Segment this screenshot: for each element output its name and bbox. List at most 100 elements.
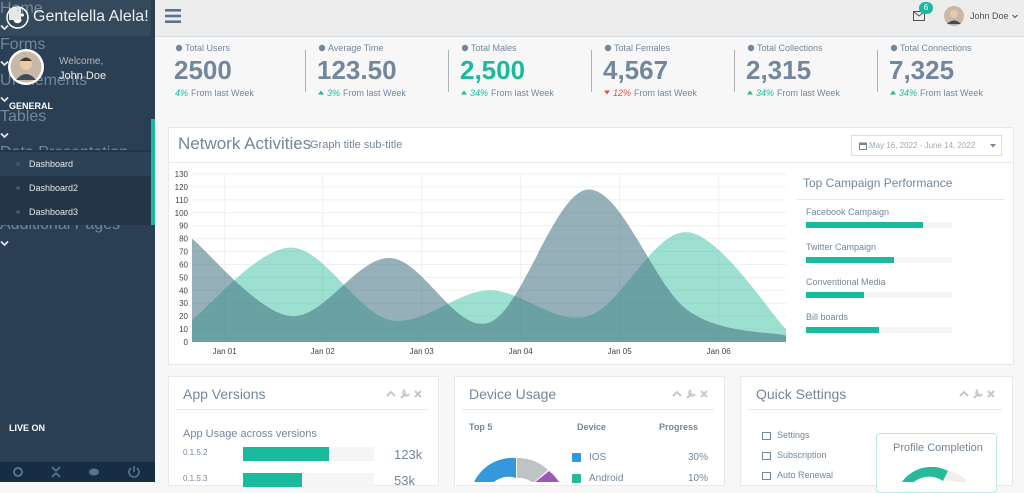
- campaign-title: Top Campaign Performance: [803, 176, 953, 190]
- divider: [462, 409, 714, 410]
- x-tick-label: Jan 05: [608, 347, 633, 356]
- collapse-icon[interactable]: [959, 390, 969, 397]
- tile-note: From last Week: [191, 88, 254, 98]
- logout-icon[interactable]: [128, 466, 140, 478]
- settings-icon[interactable]: [686, 389, 696, 399]
- device-swatch: [572, 474, 581, 483]
- tile-label: Total Connections: [900, 43, 972, 53]
- tile-value: 4,567: [603, 55, 669, 85]
- tile-change: 3%: [327, 88, 341, 98]
- tile-separator: [591, 50, 592, 92]
- panel-tools: [672, 389, 708, 399]
- panel-title: App Versions: [183, 386, 266, 402]
- profile-avatar: [8, 49, 44, 85]
- panel-title: Quick Settings: [756, 386, 847, 402]
- tile-label: Total Users: [185, 43, 231, 53]
- y-tick-label: 130: [175, 170, 189, 179]
- profile-gauge: [902, 467, 968, 482]
- setting-link[interactable]: Settings: [777, 430, 810, 440]
- user-avatar: [944, 6, 964, 26]
- icon-shape: [762, 472, 771, 480]
- y-tick-label: 90: [179, 222, 188, 231]
- tile-icon: [604, 44, 612, 52]
- trend-icon: [318, 90, 324, 95]
- icon-shape: [461, 44, 469, 52]
- icon-shape: [747, 44, 755, 52]
- table-header: Progress: [659, 422, 699, 432]
- progress-bar: [806, 257, 894, 263]
- chevron-shape: [0, 240, 9, 247]
- close-icon[interactable]: [700, 390, 708, 398]
- y-tick-label: 40: [179, 286, 188, 295]
- version-label: 0.1.5.3: [183, 474, 208, 483]
- icon-shape: [9, 8, 21, 20]
- submenu-dot: [16, 186, 20, 190]
- icon-shape: [318, 44, 326, 52]
- submenu-item[interactable]: Dashboard2: [0, 176, 151, 200]
- sidebar: Gentelella Alela! Welcome, John Doe GENE…: [0, 0, 155, 482]
- tile-value: 2500: [174, 55, 232, 85]
- collapse-icon[interactable]: [672, 390, 682, 397]
- section-title: GENERAL: [9, 101, 54, 111]
- tile-icon: [747, 44, 755, 52]
- submenu-item[interactable]: Dashboard: [0, 152, 151, 176]
- tile-note: From last Week: [634, 88, 697, 98]
- tile-note: From last Week: [491, 88, 554, 98]
- tile-note: From last Week: [343, 88, 406, 98]
- table-header: Top 5: [469, 422, 493, 432]
- progress-track: [806, 327, 952, 333]
- device-swatch: [572, 453, 581, 462]
- trend-icon: [747, 90, 753, 95]
- trend-icon: [604, 90, 610, 95]
- chevron-shape: [0, 24, 9, 31]
- device-name: Android: [589, 473, 624, 484]
- fullscreen-icon[interactable]: [51, 466, 61, 478]
- y-tick-label: 20: [179, 312, 188, 321]
- submenu-dot: [16, 162, 20, 166]
- tile-label: Total Collections: [757, 43, 823, 53]
- settings-icon[interactable]: [13, 467, 23, 477]
- active-indicator: [151, 119, 155, 225]
- tile-note: From last Week: [920, 88, 983, 98]
- y-tick-label: 110: [175, 196, 188, 205]
- campaign-label: Bill boards: [806, 312, 849, 322]
- calendar-icon: [859, 142, 867, 150]
- divider: [168, 162, 1014, 163]
- device-name: IOS: [589, 452, 607, 463]
- progress-track: [806, 222, 952, 228]
- panel-tools: [386, 389, 422, 399]
- progress-bar: [806, 222, 923, 228]
- tile-label: Total Males: [471, 43, 517, 53]
- trend-shape: [747, 90, 753, 95]
- usage-value: 53k: [394, 473, 415, 488]
- menu-toggle[interactable]: [165, 8, 181, 24]
- submenu-dot: [16, 210, 20, 214]
- tile-label: Average Time: [328, 43, 384, 53]
- submenu-item[interactable]: Dashboard3: [0, 200, 151, 224]
- campaign-label: Facebook Campaign: [806, 207, 890, 217]
- menu-item[interactable]: Tables: [0, 8, 155, 144]
- date-picker[interactable]: May 16, 2022 - June 14, 2022: [851, 135, 1002, 156]
- progress-track: [243, 447, 374, 461]
- setting-link[interactable]: Subscription: [777, 450, 827, 460]
- lock-icon[interactable]: [89, 468, 99, 476]
- user-menu[interactable]: John Doe: [970, 11, 1009, 21]
- icon-shape: [890, 44, 898, 52]
- tile-change: 34%: [899, 88, 918, 98]
- close-icon[interactable]: [414, 390, 422, 398]
- y-tick-label: 120: [175, 183, 189, 192]
- setting-link[interactable]: Auto Renewal: [777, 470, 834, 480]
- close-icon[interactable]: [987, 390, 995, 398]
- tile-icon: [318, 44, 326, 52]
- collapse-icon[interactable]: [386, 390, 396, 397]
- settings-icon[interactable]: [973, 389, 983, 399]
- area-chart: 0 10 20 30 40 50 60 70 80 90 100 110 120 130 Jan 01 Jan…: [175, 170, 786, 356]
- brand-name: Gentelella Alela!: [33, 8, 149, 25]
- device-progress: 10%: [688, 473, 709, 484]
- x-tick-label: Jan 01: [213, 347, 238, 356]
- device-progress: 30%: [688, 452, 709, 463]
- settings-icon[interactable]: [400, 389, 410, 399]
- y-tick-label: 0: [184, 338, 189, 347]
- y-tick-label: 80: [179, 235, 188, 244]
